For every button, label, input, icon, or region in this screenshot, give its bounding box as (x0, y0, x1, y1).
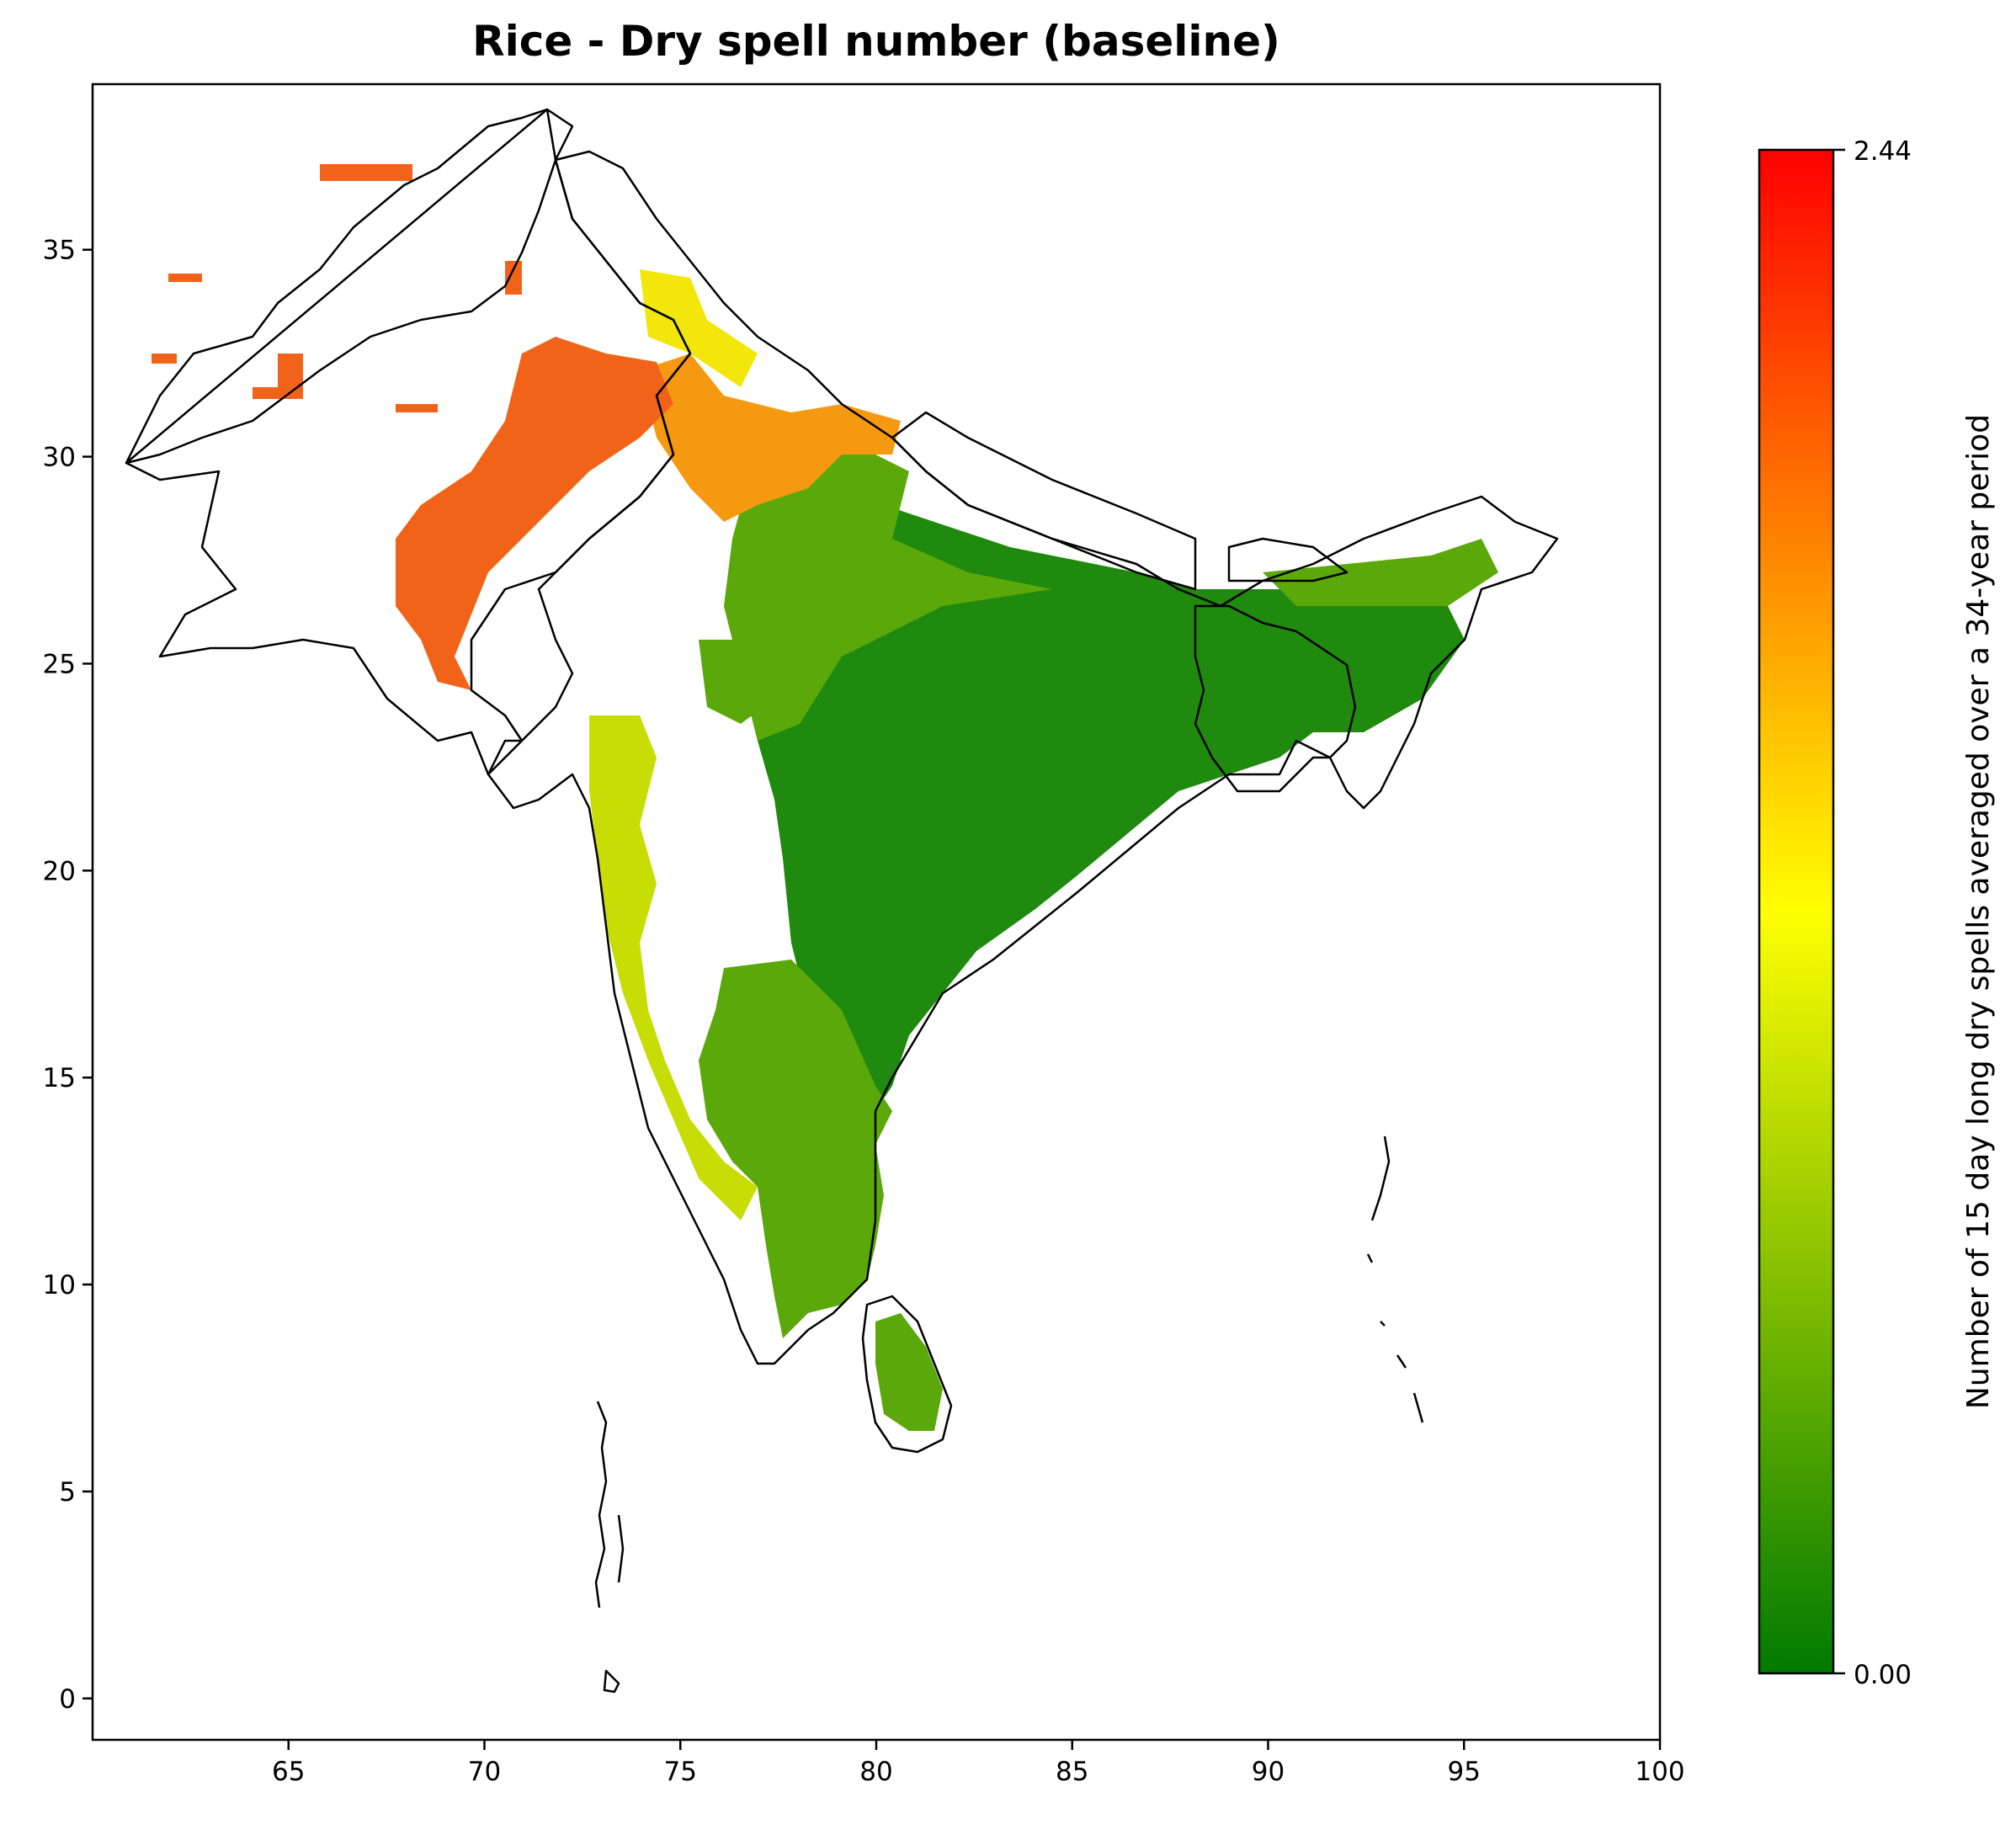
y-tick-label: 30 (43, 443, 76, 473)
map-title: Rice - Dry spell number (baseline) (472, 17, 1280, 66)
data-raster (152, 164, 1498, 1431)
raster-region-east-india (724, 505, 1465, 1111)
x-tick-label: 70 (468, 1757, 501, 1787)
y-tick-label: 35 (43, 236, 76, 266)
y-axis: 0 5 10 15 20 25 30 35 (43, 236, 93, 1715)
colorbar-title: Number of 15 day long dry spells average… (1961, 414, 1996, 1409)
x-tick-label: 90 (1252, 1757, 1285, 1787)
y-tick-label: 5 (59, 1477, 76, 1508)
raster-region-northeast (1263, 539, 1498, 606)
raster-region-central (699, 640, 774, 724)
x-tick-label: 80 (859, 1757, 892, 1787)
x-tick-label: 85 (1056, 1757, 1088, 1787)
raster-region-indus (396, 337, 673, 690)
border-nepal (891, 411, 1197, 591)
y-tick-label: 20 (43, 856, 76, 886)
raster-region-north-plain (724, 438, 1052, 741)
border-sri-lanka (861, 1295, 953, 1454)
x-tick-label: 65 (272, 1757, 305, 1787)
y-tick-label: 15 (43, 1063, 76, 1093)
raster-region-punjab (640, 354, 901, 522)
x-tick-label: 75 (664, 1757, 697, 1787)
y-tick-label: 25 (43, 649, 76, 679)
border-bhutan (1227, 537, 1348, 582)
raster-region-afghanistan (152, 164, 522, 412)
raster-region-south (699, 960, 892, 1338)
y-tick-label: 0 (59, 1684, 76, 1715)
x-tick-label: 95 (1448, 1757, 1481, 1787)
border-andaman (1366, 1135, 1424, 1423)
colorbar-max-label: 2.44 (1854, 136, 1912, 167)
border-afghanistan (125, 108, 574, 465)
raster-region-punjab-north (640, 269, 758, 387)
raster-region-sri-lanka (875, 1313, 943, 1431)
x-axis: 65 70 75 80 85 90 95 100 (272, 1740, 1685, 1787)
y-tick-label: 10 (43, 1270, 76, 1300)
border-bangladesh (1194, 604, 1357, 793)
border-maldives (594, 1401, 625, 1694)
raster-region-west-coast (589, 715, 758, 1220)
colorbar-gradient (1758, 148, 1835, 1675)
country-borders (125, 108, 1559, 1694)
colorbar: 2.44 0.00 Number of 15 day long dry spel… (1758, 136, 1996, 1690)
colorbar-min-label: 0.00 (1854, 1660, 1912, 1690)
x-tick-label: 100 (1635, 1757, 1684, 1787)
